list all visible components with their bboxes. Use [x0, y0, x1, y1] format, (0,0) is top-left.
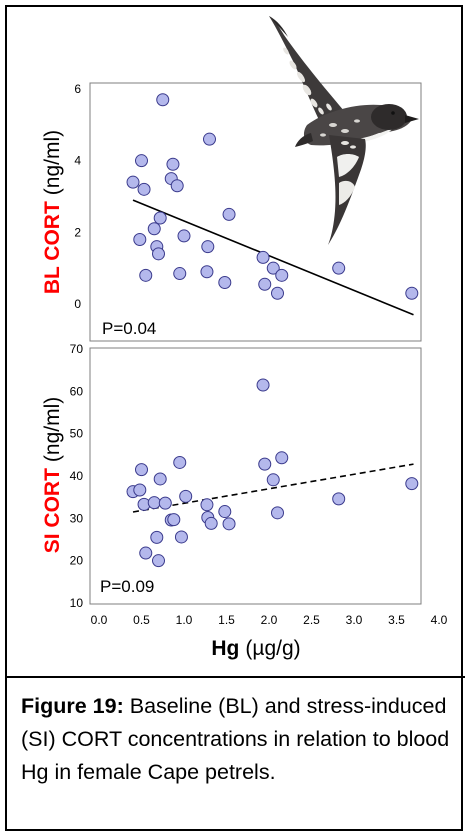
y-tick-label: 70: [70, 342, 84, 356]
si-y-axis-label: SI CORT (ng/ml): [41, 397, 64, 554]
trend-line: [132, 463, 414, 513]
bl-y-label-bold: BL CORT: [41, 201, 64, 294]
data-point: [133, 233, 147, 246]
figure-chart: 0 2 4 6: [41, 16, 448, 660]
data-point: [200, 265, 214, 279]
data-point: [126, 175, 140, 189]
x-label-unit: (µg/g): [245, 637, 300, 660]
x-tick-label: 0.5: [133, 613, 150, 627]
data-point: [156, 93, 170, 107]
x-tick-label: 2.5: [303, 613, 320, 627]
data-point: [153, 472, 167, 486]
data-point: [222, 207, 236, 221]
data-point: [222, 517, 236, 531]
data-point: [137, 182, 151, 196]
data-point: [275, 268, 289, 282]
data-point: [218, 276, 232, 289]
caption-text: Baseline (BL) and stress-induced (SI) CO…: [21, 694, 450, 784]
si-p-value: P=0.09: [100, 577, 154, 596]
x-label-bold: Hg: [211, 637, 239, 660]
data-point: [170, 179, 184, 193]
y-tick-label: 40: [70, 469, 84, 483]
y-tick-label: 6: [74, 82, 81, 96]
bl-y-axis-label: BL CORT (ng/ml): [41, 130, 64, 294]
data-point: [135, 154, 148, 168]
si-x-axis: 0.0 0.5 1.0 1.5 2.0 2.5 3.0 3.5 4.0: [91, 613, 448, 627]
x-tick-label: 3.0: [346, 613, 363, 627]
data-point: [139, 268, 153, 282]
si-data-points: [126, 378, 419, 568]
x-tick-label: 2.0: [261, 613, 278, 627]
data-point: [166, 157, 180, 171]
data-point: [150, 530, 164, 544]
caption-label: Figure 19:: [21, 694, 124, 718]
data-point: [179, 489, 193, 503]
data-point: [258, 277, 272, 291]
data-point: [258, 457, 272, 471]
x-tick-label: 1.0: [176, 613, 193, 627]
data-point: [173, 455, 187, 469]
data-point: [177, 229, 191, 243]
data-point: [405, 477, 419, 491]
data-point: [405, 286, 419, 300]
y-tick-label: 50: [70, 427, 84, 441]
data-point: [147, 222, 161, 236]
bl-y-axis: 0 2 4 6: [74, 82, 81, 311]
bl-trend-line: [132, 199, 414, 316]
data-point: [152, 554, 165, 568]
y-tick-label: 2: [74, 225, 81, 239]
data-point: [201, 240, 215, 254]
data-point: [275, 451, 289, 465]
y-tick-label: 20: [70, 554, 84, 568]
data-point: [218, 505, 232, 519]
data-point: [153, 211, 167, 225]
data-point: [158, 496, 172, 510]
trend-line: [132, 199, 414, 316]
bl-data-points: [126, 93, 419, 300]
x-tick-label: 1.5: [218, 613, 235, 627]
data-point: [332, 492, 346, 506]
bl-cort-panel: 0 2 4 6: [41, 16, 422, 342]
figure-caption: Figure 19: Baseline (BL) and stress-indu…: [7, 676, 465, 789]
data-point: [332, 261, 346, 275]
data-point: [271, 286, 284, 300]
y-tick-label: 4: [74, 154, 81, 168]
data-point: [167, 513, 181, 527]
data-point: [203, 132, 216, 146]
y-tick-label: 10: [70, 596, 84, 610]
x-tick-label: 3.5: [388, 613, 405, 627]
x-tick-label: 4.0: [431, 613, 448, 627]
data-point: [152, 247, 165, 261]
bl-y-label-unit: (ng/ml): [41, 130, 64, 195]
data-point: [174, 530, 188, 544]
x-tick-label: 0.0: [91, 613, 108, 627]
y-tick-label: 0: [74, 297, 81, 311]
x-axis-label: Hg (µg/g): [211, 637, 300, 660]
data-point: [256, 250, 270, 264]
data-point: [173, 267, 187, 281]
si-plot-area: [89, 347, 422, 605]
si-cort-panel: 10 20 30 40 50 60 70 0.0 0.5 1.0 1.5 2.0 2.5 3.0 3.5 4…: [41, 342, 448, 660]
si-y-label-bold: SI CORT: [41, 468, 64, 553]
data-point: [266, 261, 280, 275]
si-y-label-unit: (ng/ml): [41, 397, 64, 462]
data-point: [139, 546, 153, 560]
bl-p-value: P=0.04: [102, 319, 156, 338]
si-trend-line: [132, 463, 414, 513]
data-point: [133, 483, 147, 497]
data-point: [256, 378, 270, 392]
data-point: [204, 516, 218, 530]
figure-frame: 0 2 4 6: [5, 5, 465, 831]
si-y-axis: 10 20 30 40 50 60 70: [70, 342, 84, 610]
data-point: [135, 463, 148, 477]
data-point: [147, 496, 161, 510]
cape-petrel-image: [269, 16, 419, 245]
data-point: [266, 473, 280, 487]
y-tick-label: 30: [70, 511, 84, 525]
y-tick-label: 60: [70, 384, 84, 398]
data-point: [200, 498, 214, 512]
data-point: [271, 506, 284, 520]
